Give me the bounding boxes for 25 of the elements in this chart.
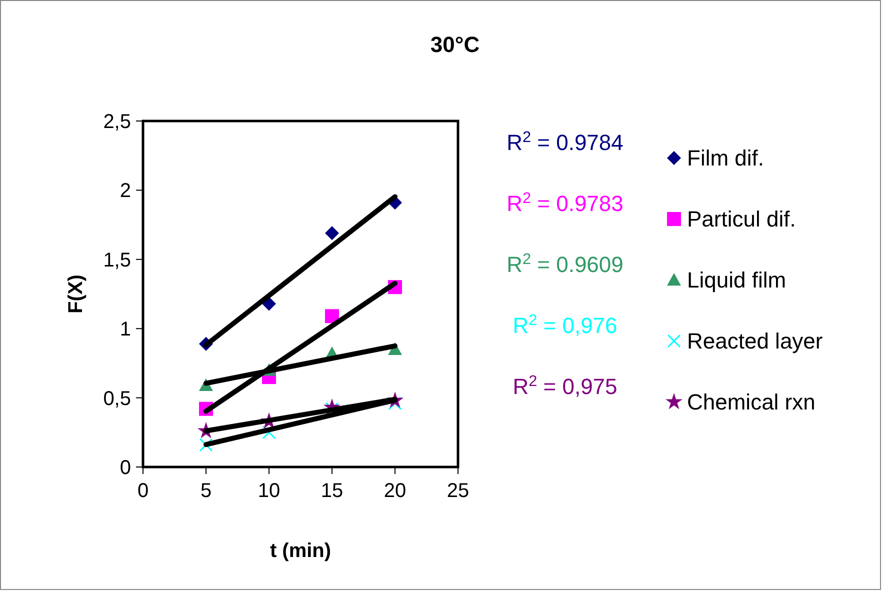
x-tick-label: 25: [446, 480, 470, 502]
legend-label: Particul dif.: [687, 206, 796, 232]
y-tick-label: 2,5: [103, 111, 131, 133]
y-tick-label: 1,5: [103, 249, 131, 272]
legend-label: Film dif.: [687, 146, 764, 171]
text: R$^{2}$ = 0.9783: [506, 190, 624, 216]
legend-label: Liquid film: [687, 268, 786, 293]
y-tick-label: 0,5: [103, 388, 131, 410]
text: R$^{2}$ = 0.9784: [506, 128, 624, 155]
text: R$^{2}$ = 0.9609: [506, 250, 624, 277]
x-tick-label: 0: [137, 480, 149, 502]
y-tick-label: 0: [120, 457, 131, 479]
y-tick-label: 2: [120, 180, 131, 202]
text: R$^{2}$ = 0,976: [512, 312, 618, 338]
x-tick-label: 10: [258, 480, 280, 502]
x-tick-label: 15: [320, 480, 344, 502]
chart-title: 30°C: [430, 32, 480, 57]
y-tick-label: 1: [120, 318, 131, 341]
x-tick-label: 5: [200, 480, 212, 502]
legend-label: Reacted layer: [687, 328, 823, 354]
legend-label: Chemical rxn: [687, 390, 816, 415]
x-axis-title: t (min): [270, 540, 332, 562]
text: R$^{2}$ = 0,975: [512, 372, 618, 399]
x-tick-label: 20: [384, 480, 406, 502]
y-axis-title: F(X): [65, 274, 87, 314]
